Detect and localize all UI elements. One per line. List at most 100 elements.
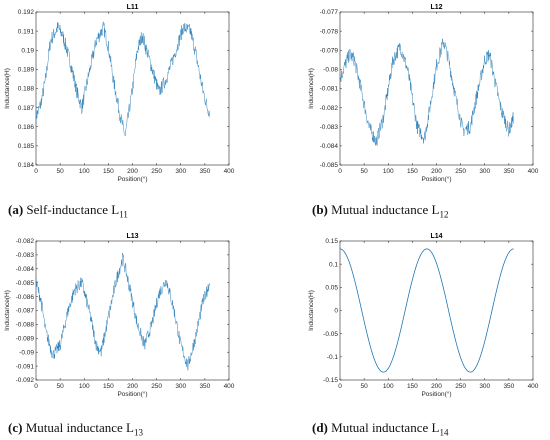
x-tick-label: 250 — [455, 383, 466, 390]
y-tick-label: -0.1 — [327, 354, 339, 361]
y-tick-label: 0.185 — [18, 143, 35, 150]
caption-d: (d) Mutual inductance L14 — [312, 420, 448, 438]
y-tick-label: -0.091 — [16, 363, 35, 370]
x-tick-label: 200 — [127, 383, 138, 390]
x-tick-label: 300 — [479, 383, 490, 390]
x-tick-label: 300 — [175, 383, 186, 390]
chart-l11: L11 0 50 100 150 200 250 300 350 400 0.184 0.185 0.1… — [4, 4, 235, 183]
y-tick-label: 0.184 — [18, 162, 35, 169]
y-tick-label: 0.191 — [18, 28, 35, 35]
caption-letter: (c) — [8, 420, 23, 435]
caption-subscript: 13 — [134, 427, 143, 438]
y-tick-label: 0.1 — [329, 261, 338, 268]
y-tick-label: 0.15 — [325, 238, 338, 245]
y-tick-label: -0.078 — [320, 28, 339, 35]
x-tick-label: 0 — [34, 383, 38, 390]
x-tick-label: 300 — [175, 168, 186, 175]
axes-box — [339, 11, 534, 166]
x-tick-label: 200 — [431, 168, 442, 175]
caption-subscript: 11 — [119, 209, 128, 220]
x-tick-label: 400 — [528, 168, 539, 175]
y-tick-label: -0.081 — [320, 86, 339, 93]
x-axis-label: Position(°) — [117, 175, 147, 183]
y-axis-label: Inductance(H) — [308, 68, 315, 109]
x-tick-label: 0 — [34, 168, 38, 175]
y-tick-label: -0.079 — [320, 47, 339, 54]
y-tick-label: 0.187 — [18, 105, 35, 112]
x-tick-label: 250 — [151, 168, 162, 175]
y-tick-label: -0.082 — [16, 238, 35, 245]
x-tick-label: 250 — [151, 383, 162, 390]
chart-l12: L12 0 50 100 150 200 250 300 350 400 -0.085 -0.084 -… — [308, 4, 539, 183]
caption-letter: (b) — [312, 202, 328, 217]
series-line — [35, 252, 210, 371]
x-tick-label: 100 — [383, 168, 394, 175]
y-tick-label: 0.189 — [18, 67, 35, 74]
y-tick-label: -0.077 — [320, 9, 339, 16]
x-tick-label: 200 — [127, 168, 138, 175]
caption-text: Mutual inductance L — [331, 202, 440, 217]
x-tick-label: 150 — [407, 168, 418, 175]
y-tick-label: 0.188 — [18, 86, 35, 93]
y-tick-label: 0 — [334, 308, 338, 315]
caption-b: (b) Mutual inductance L12 — [312, 202, 448, 220]
x-tick-label: 400 — [528, 383, 539, 390]
x-tick-label: 50 — [361, 168, 369, 175]
series-line — [339, 38, 514, 146]
x-tick-label: 50 — [57, 383, 65, 390]
x-tick-label: 250 — [455, 168, 466, 175]
x-tick-label: 400 — [224, 168, 235, 175]
y-tick-label: -0.083 — [320, 124, 339, 131]
x-tick-label: 200 — [431, 383, 442, 390]
caption-subscript: 12 — [439, 209, 449, 220]
y-tick-label: 0.05 — [325, 285, 338, 292]
caption-a: (a) Self-inductance L11 — [8, 202, 128, 220]
chart-title: L11 — [127, 4, 139, 11]
x-tick-label: 350 — [199, 168, 210, 175]
x-tick-label: 350 — [199, 383, 210, 390]
chart-title: L13 — [126, 233, 138, 240]
x-tick-label: 400 — [224, 383, 235, 390]
x-tick-label: 50 — [57, 168, 65, 175]
x-tick-label: 50 — [361, 383, 369, 390]
chart-l14: L14 0 50 100 150 200 250 300 350 400 -0.15 -0.1 -0.0… — [308, 233, 539, 398]
x-tick-label: 300 — [479, 168, 490, 175]
chart-l13: L13 0 50 100 150 200 250 300 350 400 -0.092 -0.091 -… — [4, 233, 235, 398]
x-tick-label: 0 — [338, 168, 342, 175]
y-tick-label: -0.092 — [16, 377, 35, 384]
caption-text: Mutual inductance L — [25, 420, 134, 435]
y-tick-label: -0.087 — [16, 308, 35, 315]
chart-title: L14 — [430, 233, 442, 240]
caption-subscript: 14 — [439, 427, 449, 438]
x-axis-label: Position(°) — [421, 390, 451, 398]
axes-box — [35, 240, 230, 381]
y-tick-label: -0.086 — [16, 294, 35, 301]
y-tick-label: -0.089 — [16, 336, 35, 343]
y-tick-label: -0.084 — [320, 143, 339, 150]
y-tick-label: -0.09 — [19, 349, 34, 356]
y-tick-label: -0.088 — [16, 322, 35, 329]
x-tick-label: 350 — [503, 168, 514, 175]
y-tick-label: 0.19 — [21, 47, 34, 54]
y-axis-label: Inductance(H) — [4, 290, 11, 331]
x-tick-label: 150 — [103, 168, 114, 175]
x-tick-label: 150 — [407, 383, 418, 390]
caption-text: Self-inductance L — [26, 202, 120, 217]
x-tick-label: 0 — [338, 383, 342, 390]
caption-text: Mutual inductance L — [331, 420, 440, 435]
y-tick-label: -0.084 — [16, 266, 35, 273]
x-tick-label: 100 — [383, 383, 394, 390]
y-tick-label: -0.05 — [323, 331, 338, 338]
chart-title: L12 — [430, 4, 442, 11]
x-tick-label: 350 — [503, 383, 514, 390]
series-line — [339, 248, 514, 373]
y-tick-label: 0.186 — [18, 124, 35, 131]
y-axis-label: Inductance(H) — [4, 68, 11, 109]
y-tick-label: 0.192 — [18, 9, 35, 16]
x-tick-label: 150 — [103, 383, 114, 390]
x-axis-label: Position(°) — [421, 175, 451, 183]
y-tick-label: -0.082 — [320, 105, 339, 112]
x-axis-label: Position(°) — [117, 390, 147, 398]
y-tick-label: -0.085 — [320, 162, 339, 169]
